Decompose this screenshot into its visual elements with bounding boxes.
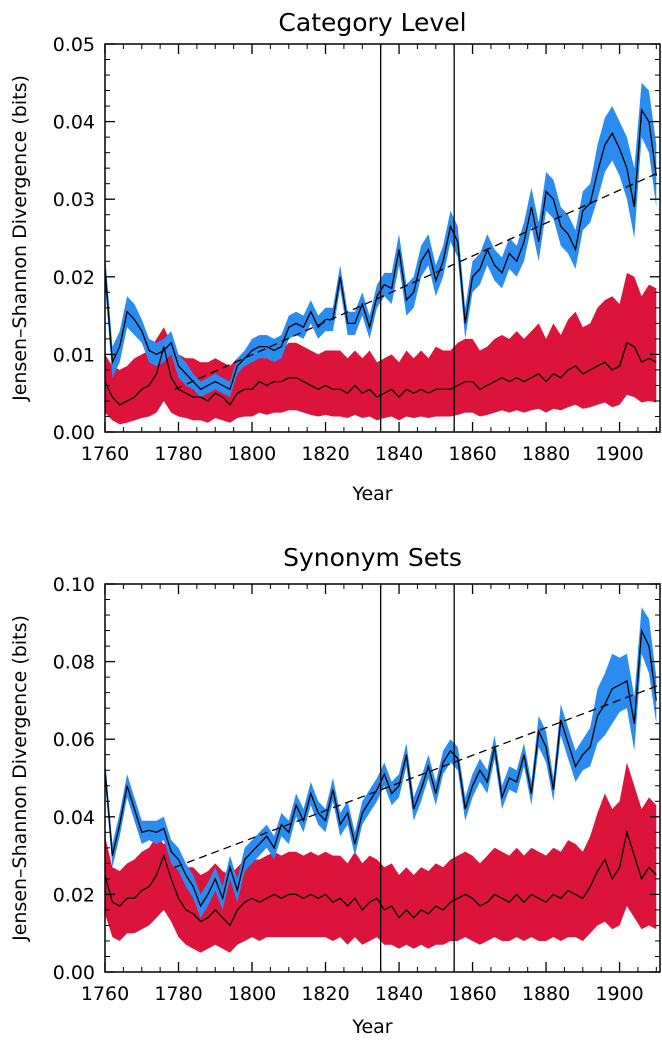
x-tick-label: 1820 [301, 443, 349, 465]
trend-line [174, 684, 660, 868]
y-tick-label: 0.08 [53, 652, 95, 674]
x-tick-label: 1880 [522, 983, 570, 1005]
axes-frame [104, 43, 661, 433]
plot-area [105, 44, 660, 432]
x-tick-label: 1840 [375, 983, 423, 1005]
y-tick-label: 0.06 [53, 729, 95, 751]
x-tick-label: 1880 [522, 443, 570, 465]
x-tick-label: 1860 [448, 443, 496, 465]
y-tick-label: 0.00 [53, 422, 95, 444]
y-tick-label: 0.04 [53, 807, 95, 829]
x-tick-label: 1840 [375, 443, 423, 465]
x-tick-label: 1860 [448, 983, 496, 1005]
x-axis-label: Year [351, 483, 392, 505]
y-tick-label: 0.02 [53, 884, 95, 906]
x-tick-label: 1900 [595, 983, 643, 1005]
x-axis-label: Year [351, 1016, 392, 1038]
x-tick-label: 1820 [301, 983, 349, 1005]
y-tick-label: 0.10 [53, 574, 95, 596]
y-tick-label: 0.04 [53, 112, 95, 134]
chart-title: Category Level [278, 8, 466, 37]
y-tick-label: 0.05 [53, 34, 95, 56]
x-tick-label: 1760 [81, 983, 129, 1005]
chart-title: Synonym Sets [283, 543, 462, 572]
y-tick-label: 0.01 [53, 344, 95, 366]
axes-frame [104, 583, 661, 973]
x-tick-label: 1780 [154, 983, 202, 1005]
x-tick-label: 1900 [595, 443, 643, 465]
plot-area [105, 584, 660, 972]
chart-panel-1: 1760 1780 1800 1820 1840 1860 1880 1900 0.00 0.01… [9, 8, 661, 505]
y-axis-label: Jensen–Shannon Divergence (bits) [9, 615, 31, 942]
x-tick-label: 1800 [228, 983, 276, 1005]
y-tick-label: 0.03 [53, 189, 95, 211]
trend-line [174, 171, 660, 390]
y-tick-label: 0.02 [53, 267, 95, 289]
x-tick-label: 1780 [154, 443, 202, 465]
x-tick-label: 1800 [228, 443, 276, 465]
y-tick-label: 0.00 [53, 962, 95, 984]
y-axis-label: Jensen–Shannon Divergence (bits) [9, 75, 31, 402]
chart-panel-2: 1760 1780 1800 1820 1840 1860 1880 1900 0.00 0.02… [9, 543, 661, 1038]
null-band [105, 272, 657, 425]
x-tick-label: 1760 [81, 443, 129, 465]
